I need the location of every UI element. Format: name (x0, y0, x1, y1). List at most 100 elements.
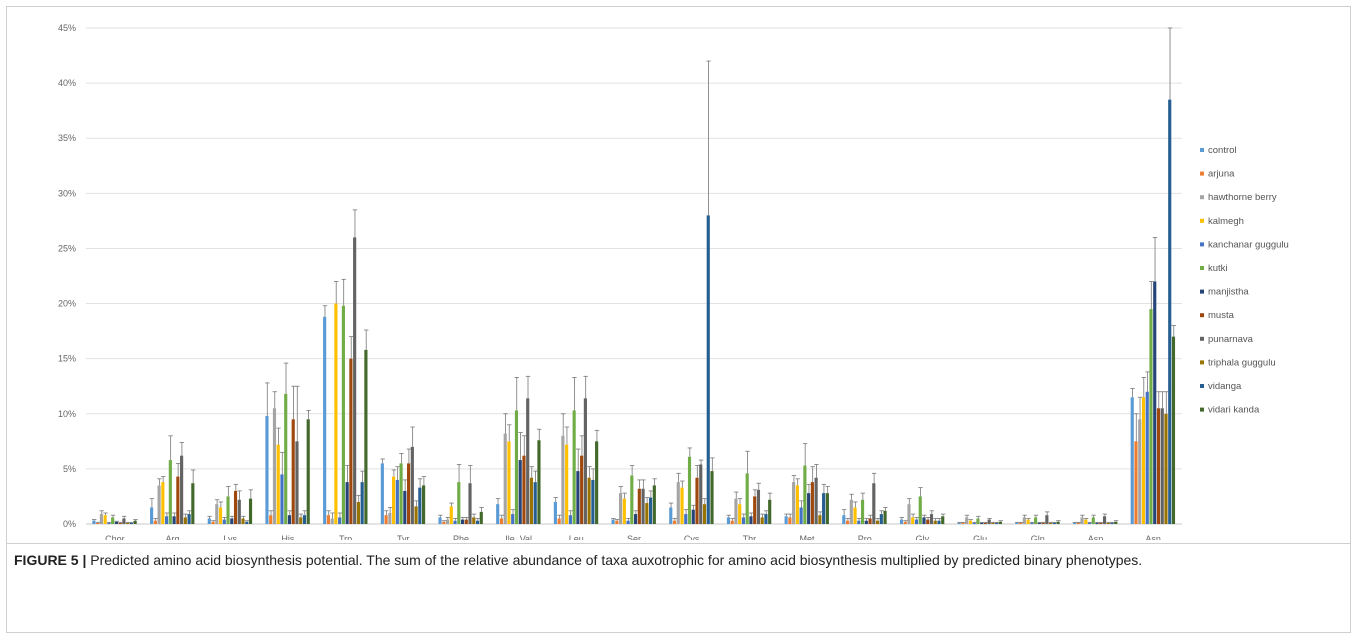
bar (684, 514, 688, 524)
bar (803, 465, 807, 524)
bar (857, 520, 861, 524)
legend-label: hawthorne berry (1208, 192, 1277, 203)
bar (941, 516, 945, 524)
bar (341, 305, 345, 524)
bar (968, 520, 973, 524)
bar (334, 303, 338, 524)
y-tick-label: 35% (58, 133, 76, 143)
bar (237, 499, 241, 524)
bar (699, 464, 703, 524)
bar (622, 498, 626, 524)
bar (150, 507, 154, 524)
bar (323, 316, 327, 524)
bar (568, 515, 572, 524)
bar (998, 521, 1002, 524)
bar (445, 519, 450, 524)
figure-caption: FIGURE 5 | Predicted amino acid biosynth… (14, 550, 1334, 570)
bar (580, 455, 584, 524)
bar (388, 512, 392, 524)
bar (1168, 99, 1172, 524)
x-tick-label: Asp (1088, 534, 1104, 540)
bar (649, 497, 653, 524)
bar (499, 518, 504, 524)
bar (738, 504, 742, 524)
bar (496, 504, 500, 524)
bar (399, 463, 403, 524)
bar (475, 520, 480, 524)
legend-label: control (1208, 145, 1237, 156)
bar (1084, 519, 1088, 524)
bar (529, 477, 534, 524)
bar (407, 463, 411, 524)
y-tick-label: 30% (58, 188, 76, 198)
bar (1130, 397, 1134, 524)
legend-swatch (1200, 242, 1204, 247)
bar (129, 522, 133, 524)
bar (637, 488, 641, 524)
bar (918, 496, 922, 524)
y-axis: 0% 5% 10% 15% 20% 25% 30% 35% 40% 45% (58, 23, 76, 529)
bars (92, 99, 1176, 525)
bar (756, 489, 761, 524)
bar (883, 510, 887, 524)
bar (1015, 522, 1019, 524)
bar (533, 482, 537, 524)
bar (1037, 522, 1041, 524)
bar (191, 483, 195, 524)
bar (987, 519, 991, 524)
bar (453, 520, 457, 524)
y-tick-label: 40% (58, 78, 76, 88)
x-tick-label: His (281, 534, 294, 540)
amino-acid-chart: 0% 5% 10% 15% 20% 25% 30% 35% 40% 45% Chor Arg Lys H… (58, 23, 1289, 540)
bar (1171, 336, 1176, 524)
bar (961, 522, 965, 524)
bar (818, 515, 822, 524)
bar (652, 485, 656, 524)
bar (680, 487, 684, 524)
bar (438, 517, 442, 524)
bar (611, 519, 615, 524)
bar (103, 515, 107, 524)
bar (457, 482, 461, 524)
bar (384, 515, 388, 524)
bar (176, 476, 180, 524)
bar (730, 520, 734, 524)
bar (860, 499, 865, 524)
bar (507, 441, 511, 524)
bar (845, 520, 850, 524)
bar (695, 477, 699, 524)
bar (1034, 517, 1038, 524)
bar (479, 511, 483, 524)
bar (165, 516, 169, 524)
x-tick-label: Pro (858, 534, 872, 540)
bar (1141, 397, 1146, 524)
bar (687, 456, 692, 524)
bar (1110, 522, 1114, 524)
bar (187, 514, 191, 524)
bar (522, 455, 526, 524)
legend-label: kutki (1208, 263, 1228, 274)
bar (360, 482, 364, 524)
legend-swatch (1200, 384, 1204, 388)
bar (799, 507, 803, 524)
bar (753, 496, 757, 524)
bar (849, 499, 853, 524)
bar (107, 522, 111, 524)
bar (537, 440, 541, 524)
legend-label: triphala guggulu (1208, 357, 1276, 368)
bar (669, 507, 673, 524)
bar (1045, 515, 1049, 524)
bar (211, 521, 215, 524)
bar (241, 518, 245, 524)
legend-label: kanchanar guggulu (1208, 239, 1289, 250)
bar (1099, 522, 1103, 524)
bar (269, 515, 273, 524)
bar (356, 501, 360, 524)
legend-label: manjistha (1208, 287, 1249, 298)
x-tick-label: Arg (166, 534, 180, 540)
legend-label: musta (1208, 310, 1235, 321)
bar (937, 520, 941, 524)
bar (183, 517, 187, 524)
legend-label: vidanga (1208, 381, 1242, 392)
x-tick-label: Cys (684, 534, 700, 540)
